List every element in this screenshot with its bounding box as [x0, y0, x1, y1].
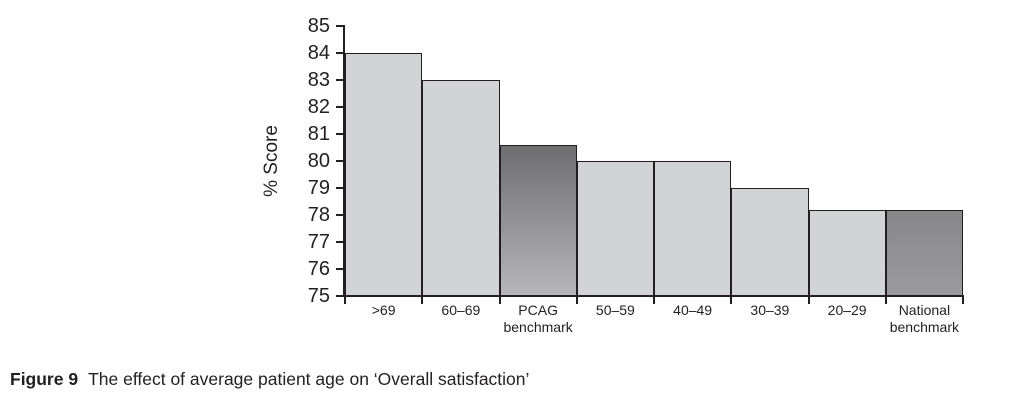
x-category-label: 40–49 [673, 302, 713, 318]
bar [885, 209, 963, 296]
x-tick [498, 296, 501, 304]
bar [499, 144, 577, 296]
y-axis-title: % Score [261, 125, 282, 197]
figure-caption: Figure 9 The effect of average patient ag… [10, 368, 529, 391]
x-category-label: >69 [371, 302, 396, 318]
x-tick [344, 296, 346, 304]
bar-chart: % Score 75 76 77 78 79 80 81 82 83 84 85 >69 60–69 P… [261, 15, 964, 335]
y-tick [336, 295, 345, 297]
y-tick [336, 187, 345, 189]
y-tick [336, 160, 345, 162]
y-tick [336, 214, 345, 216]
y-tick-label: 79 [307, 177, 330, 199]
y-tick [336, 241, 345, 243]
bar [808, 209, 886, 296]
y-tick-label: 75 [307, 285, 330, 307]
y-tick [336, 52, 345, 54]
x-tick [653, 296, 655, 304]
y-tick-label: 80 [307, 150, 330, 172]
y-tick-label: 81 [307, 123, 330, 145]
x-axis-line [343, 295, 964, 297]
y-tick [336, 79, 345, 81]
y-tick-label: 85 [307, 15, 330, 37]
x-category-label: PCAG benchmark [503, 302, 573, 335]
y-tick-label: 84 [307, 42, 330, 64]
x-tick [807, 296, 810, 304]
x-tick [575, 296, 578, 304]
figure-caption-text: The effect of average patient age on ‘Ov… [88, 369, 530, 389]
y-tick-label: 83 [307, 69, 330, 91]
y-tick [336, 133, 345, 135]
x-tick [884, 296, 887, 304]
bar [731, 188, 809, 296]
y-tick-label: 76 [307, 258, 330, 280]
x-category-label: National benchmark [889, 302, 959, 335]
x-tick [962, 296, 964, 304]
y-tick [336, 106, 345, 108]
y-tick-label: 78 [307, 204, 330, 226]
x-tick [730, 296, 733, 304]
x-category-label: 60–69 [441, 302, 481, 318]
x-category-label: 30–39 [750, 302, 790, 318]
y-tick [336, 25, 345, 27]
bar [345, 53, 423, 296]
y-axis-line [343, 26, 345, 297]
x-category-label: 50–59 [595, 302, 635, 318]
x-category-label: 20–29 [827, 302, 867, 318]
y-tick-label: 82 [307, 96, 330, 118]
figure-caption-number: Figure 9 [10, 369, 79, 389]
y-tick-label: 77 [307, 231, 330, 253]
y-tick [336, 268, 345, 270]
x-tick [421, 296, 424, 304]
bar [422, 80, 500, 296]
bar [654, 161, 732, 296]
bar [576, 161, 654, 296]
